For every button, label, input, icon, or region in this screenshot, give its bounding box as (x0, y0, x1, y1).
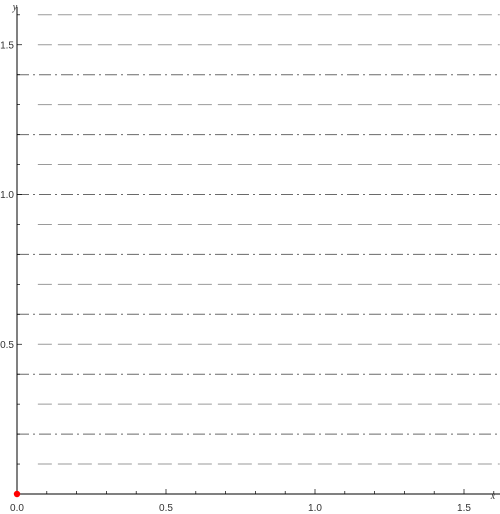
x-axis-label: x (490, 491, 496, 502)
x-tick-label: 0.0 (10, 503, 24, 514)
x-tick-label: 1.0 (308, 503, 322, 514)
horizontal-lines (17, 14, 500, 465)
axes (16, 6, 500, 495)
tick-labels: 0.0 0.5 1.0 1.5 0.5 1.0 1.5 (0, 40, 471, 514)
x-tick-label: 1.5 (457, 503, 471, 514)
y-tick-label: 1.0 (0, 190, 14, 201)
y-axis-label: y (12, 2, 18, 13)
data-point-0 (13, 490, 21, 498)
y-tick-label: 1.5 (0, 40, 14, 51)
x-tick-label: 0.5 (159, 503, 173, 514)
data-points (13, 490, 21, 498)
y-tick-label: 0.5 (0, 340, 14, 351)
axis-ticks (17, 14, 495, 494)
